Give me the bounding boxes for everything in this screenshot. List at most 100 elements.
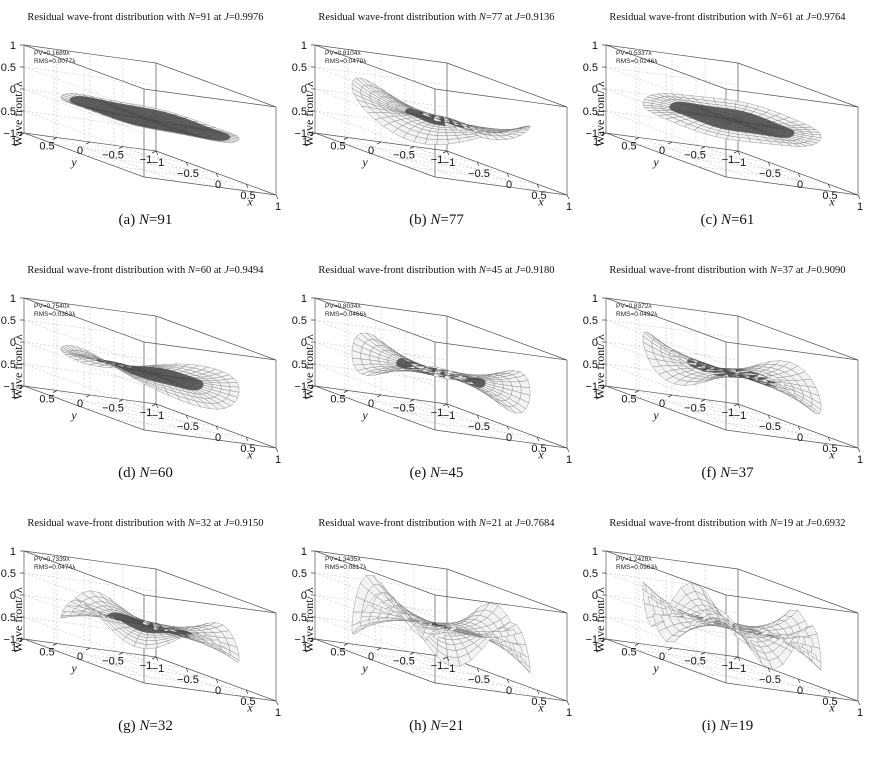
- y-tick: [85, 394, 91, 398]
- y-tick: [733, 403, 739, 407]
- chart-title: Residual wave-front distribution with N=…: [0, 12, 291, 23]
- x-tick: [476, 161, 480, 167]
- y-tick-label: 0: [77, 651, 83, 663]
- x-tick-label: −1: [443, 410, 456, 422]
- x-axis-label: x: [246, 700, 253, 714]
- y-axis-label: y: [70, 661, 77, 675]
- z-tick-label: 0: [10, 590, 16, 602]
- panel-caption: (a) N=91: [0, 212, 291, 229]
- surface-patch: [508, 406, 523, 414]
- y-tick-label: −1: [722, 407, 735, 419]
- surface-plot: 10.50−0.5−1−1−0.500.5110.50−0.5−1xyWave …: [291, 546, 572, 719]
- n-symbol: N: [769, 265, 777, 276]
- surface-plot: 10.50−0.5−1−1−0.500.5110.50−0.5−1xyWave …: [0, 40, 281, 213]
- grid-line: [314, 319, 436, 365]
- j-symbol: J: [515, 265, 520, 276]
- j-symbol: J: [224, 265, 229, 276]
- chart-title: Residual wave-front distribution with N=…: [0, 265, 291, 276]
- y-tick-label: 1: [593, 136, 599, 148]
- panel-caption: (h) N=21: [291, 718, 582, 735]
- x-tick-label: 0: [215, 685, 221, 697]
- y-tick: [442, 656, 448, 660]
- wavefront-surface: [60, 93, 240, 143]
- y-tick: [118, 652, 124, 655]
- grid-line: [56, 643, 178, 688]
- y-axis-label: y: [361, 408, 368, 422]
- x-tick: [767, 414, 771, 420]
- x-tick-label: −0.5: [759, 168, 781, 180]
- box-edge: [605, 44, 727, 90]
- x-tick-label: 1: [566, 201, 572, 213]
- x-tick: [767, 161, 771, 167]
- n-symbol: N: [478, 518, 486, 529]
- chart-panel: Residual wave-front distribution with N=…: [582, 506, 873, 759]
- box-edge: [143, 176, 277, 196]
- x-tick: [767, 667, 771, 673]
- j-value: =0.6932: [810, 518, 846, 529]
- caption-n-symbol: N: [138, 212, 149, 228]
- x-tick-label: 1: [857, 201, 863, 213]
- chart-panel: Residual wave-front distribution with N=…: [0, 0, 291, 253]
- z-tick-label: −1: [585, 634, 598, 646]
- x-tick-label: 1: [275, 454, 281, 466]
- grid-line: [122, 399, 244, 444]
- j-symbol: J: [515, 518, 520, 529]
- y-tick: [118, 146, 124, 149]
- y-tick: [151, 403, 157, 407]
- caption-n-symbol: N: [429, 465, 440, 481]
- z-tick-label: 1: [10, 546, 16, 558]
- n-value: =61 at: [776, 12, 807, 23]
- x-tick: [566, 447, 570, 453]
- surface-plot: 10.50−0.5−1−1−0.500.5110.50−0.5−1xyWave …: [0, 293, 281, 466]
- wavefront-surface: [642, 581, 822, 671]
- z-tick-label: 0: [592, 337, 598, 349]
- grid-line: [347, 643, 469, 688]
- rms-value: RMS=0.0077λ: [34, 58, 76, 65]
- y-tick-label: −0.5: [393, 656, 415, 668]
- box-edge: [434, 682, 568, 702]
- surface-patch: [519, 661, 531, 674]
- box-edge: [737, 62, 859, 108]
- surface-patch: [424, 138, 438, 145]
- surface-patch: [492, 135, 508, 141]
- surface-patch: [683, 381, 699, 386]
- box-edge: [725, 88, 859, 108]
- box-edge: [434, 594, 568, 614]
- panel-caption: (f) N=37: [582, 465, 873, 482]
- y-tick: [343, 137, 349, 140]
- z-tick-label: 0: [301, 337, 307, 349]
- x-tick-label: −1: [734, 157, 747, 169]
- x-tick: [275, 700, 279, 706]
- x-tick: [506, 425, 510, 431]
- n-value: =45 at: [485, 265, 516, 276]
- grid-line: [605, 341, 727, 387]
- z-tick-label: −0.5: [291, 359, 307, 371]
- surface-patch: [367, 372, 382, 376]
- x-tick: [215, 425, 219, 431]
- grid-line: [347, 390, 469, 435]
- caption-n-value: =32: [149, 718, 173, 734]
- chart-panel: Residual wave-front distribution with N=…: [582, 253, 873, 506]
- box-edge: [143, 341, 277, 361]
- box-edge: [737, 315, 859, 361]
- caption-n-value: =60: [149, 465, 173, 481]
- x-tick-label: 0: [797, 179, 803, 191]
- z-tick-label: −1: [585, 381, 598, 393]
- grid-line: [314, 341, 436, 387]
- pv-value: PV=0.8104λ: [325, 50, 361, 57]
- x-axis-label: x: [246, 447, 253, 461]
- grid-line: [314, 66, 436, 112]
- box-edge: [23, 297, 145, 343]
- y-tick: [85, 647, 91, 651]
- x-tick-label: 0.5: [240, 443, 255, 455]
- grid-line: [23, 341, 145, 387]
- grid-line: [380, 647, 502, 693]
- chart-title: Residual wave-front distribution with N=…: [582, 518, 873, 529]
- box-edge: [23, 550, 145, 596]
- box-edge: [605, 550, 739, 570]
- surface-patch: [228, 654, 240, 663]
- y-tick-label: 0.5: [621, 394, 636, 406]
- x-tick: [155, 656, 159, 662]
- box-edge: [434, 88, 568, 108]
- title-text: Residual wave-front distribution with: [318, 12, 479, 23]
